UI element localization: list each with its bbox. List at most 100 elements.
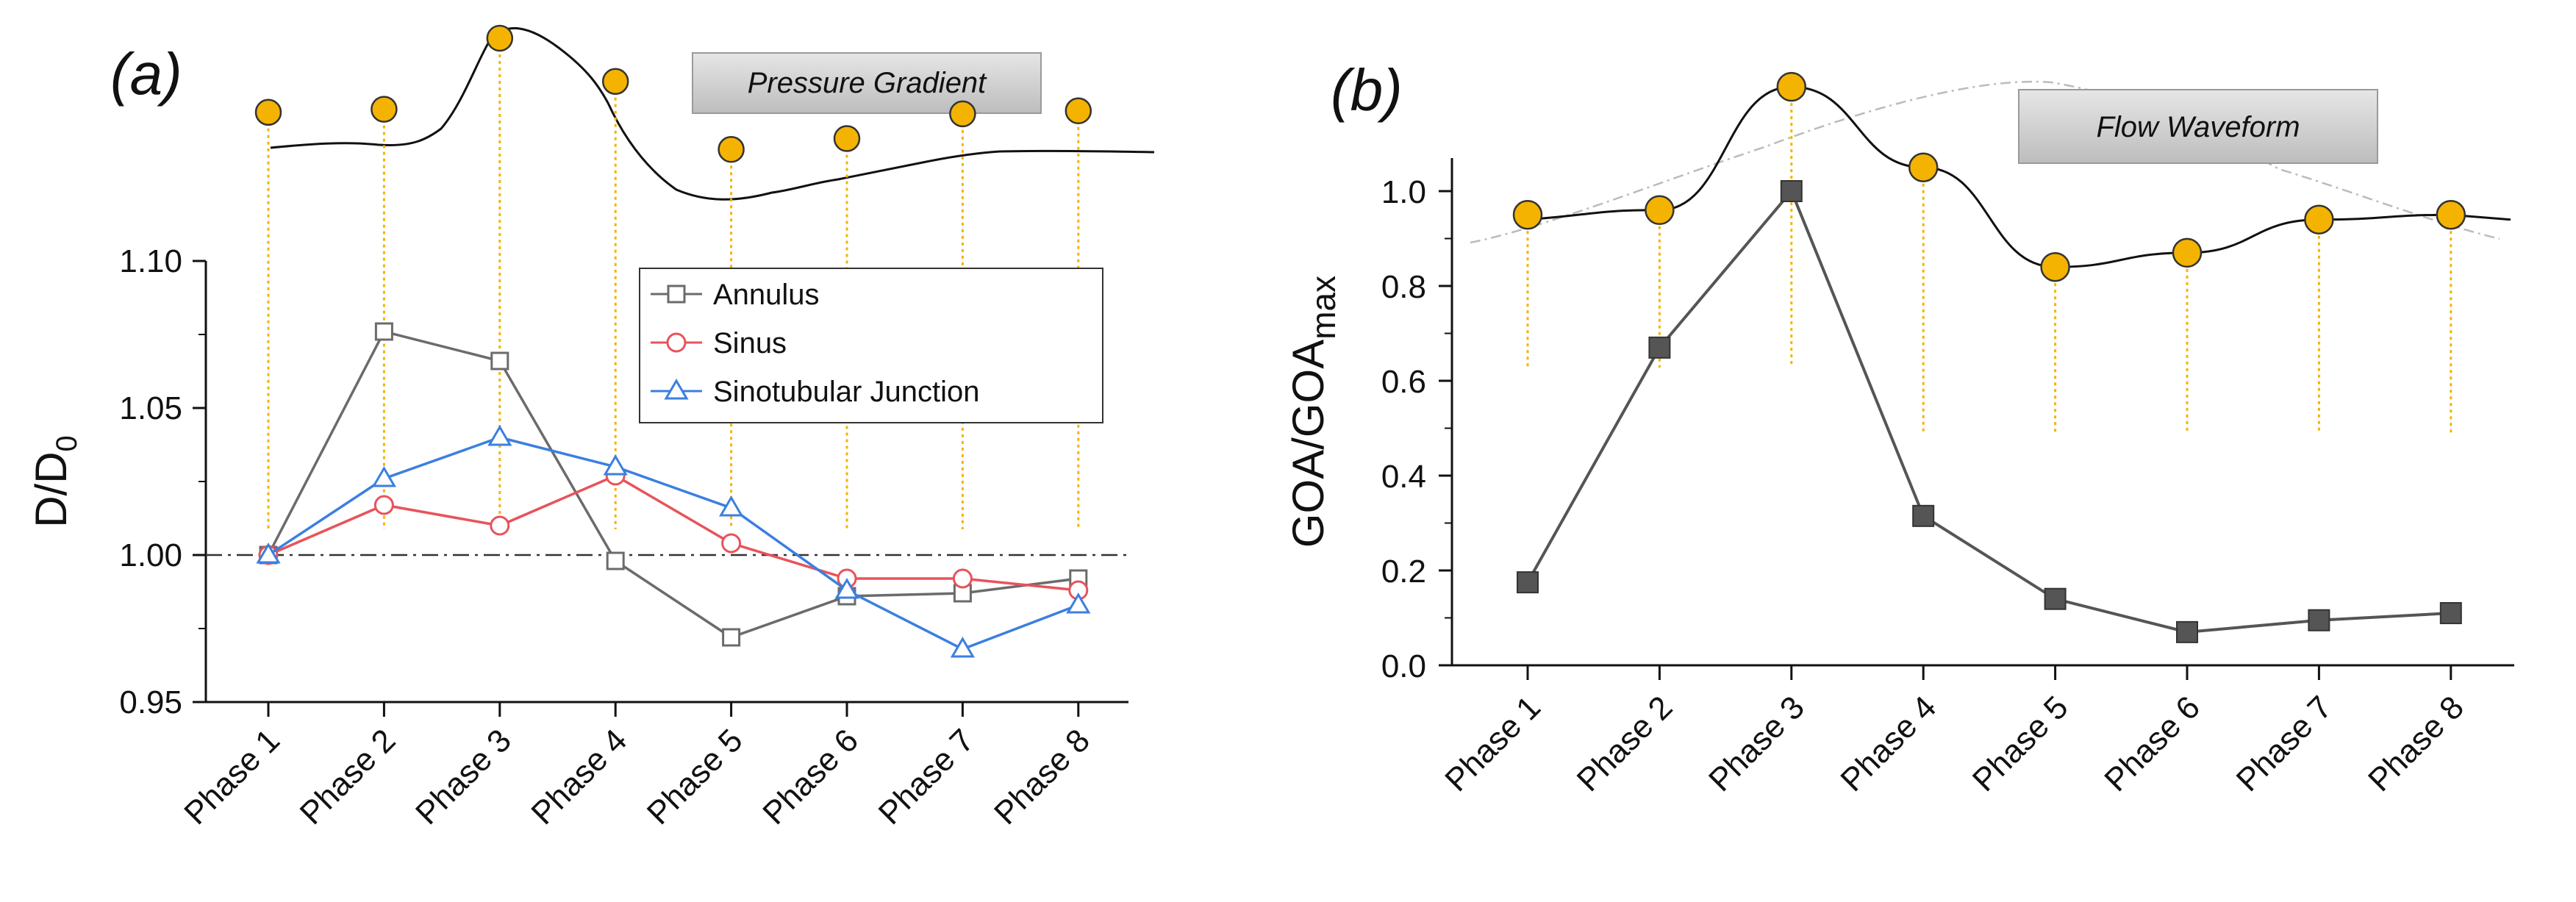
legend-circle-icon xyxy=(666,332,687,353)
y-tick-label: 0.2 xyxy=(1381,554,1426,590)
x-tick-label: Phase 7 xyxy=(872,722,981,831)
x-tick-label: Phase 1 xyxy=(177,722,287,831)
panel-b: (b) Flow Waveform 0.0 0.2 0.4 0.6 0.8 1.0 Pha… xyxy=(1284,57,2514,798)
y-tick-label: 0.6 xyxy=(1381,364,1426,400)
x-tick-label: Phase 3 xyxy=(1702,689,1811,798)
series-line xyxy=(1526,188,2451,634)
data-point xyxy=(603,454,628,476)
panel-b-waveform-markers xyxy=(1512,71,2466,434)
panel-a-x-ticks: Phase 1 Phase 2 Phase 3 Phase 4 Phase 5 Phase… xyxy=(177,702,1097,831)
panel-a-label: (a) xyxy=(110,41,182,107)
x-tick-label: Phase 6 xyxy=(2097,689,2207,798)
waveform-marker xyxy=(254,99,282,126)
data-point xyxy=(373,495,394,515)
panel-a: (a) Pressure Gradient 0.95 1.00 1.05 1.10 P… xyxy=(26,24,1155,831)
data-point xyxy=(490,351,509,371)
panel-b-y-axis-title: GOA/GOAmax xyxy=(1284,276,1342,548)
series-line xyxy=(268,474,1078,592)
panel-b-y-ticks: 0.0 0.2 0.4 0.6 0.8 1.0 xyxy=(1381,174,1452,684)
waveform-marker xyxy=(718,135,745,163)
panel-a-y-ticks: 0.95 1.00 1.05 1.10 xyxy=(119,243,206,720)
waveform-marker xyxy=(2172,237,2203,268)
legend-item-annulus: Annulus xyxy=(651,279,820,311)
waveform-marker xyxy=(601,68,629,96)
legend-label-sinus: Sinus xyxy=(713,327,787,359)
x-tick-label: Phase 2 xyxy=(293,722,403,831)
panel-a-series xyxy=(256,322,1091,658)
data-point xyxy=(950,637,976,658)
waveform-marker xyxy=(2436,200,2466,230)
legend-triangle-icon xyxy=(664,379,689,400)
data-point xyxy=(256,543,281,564)
y-tick-label: 0.95 xyxy=(119,684,182,720)
data-point xyxy=(2044,587,2067,610)
data-point xyxy=(487,425,512,446)
x-tick-label: Phase 5 xyxy=(640,722,750,831)
x-tick-label: Phase 1 xyxy=(1438,689,1548,798)
data-point xyxy=(2176,620,2198,643)
x-tick-label: Phase 4 xyxy=(524,722,634,831)
waveform-marker xyxy=(1645,195,1675,226)
legend-label-annulus: Annulus xyxy=(713,279,820,311)
legend-item-sinus: Sinus xyxy=(651,327,787,359)
panel-a-waveform-title-box: Pressure Gradient xyxy=(692,52,1042,114)
waveform-marker xyxy=(1065,97,1092,124)
panel-a-y-axis-title: D/D0 xyxy=(26,435,83,528)
series-line xyxy=(267,329,1079,639)
y-tick-label: 0.4 xyxy=(1381,459,1426,495)
series-annulus xyxy=(259,322,1088,647)
panel-b-waveform-title: Flow Waveform xyxy=(2096,111,2300,143)
y-tick-label: 1.0 xyxy=(1381,174,1426,210)
series-line xyxy=(268,436,1079,651)
waveform-marker xyxy=(1908,152,1939,182)
waveform-marker xyxy=(949,100,976,128)
data-point xyxy=(374,322,393,341)
y-tick-label: 0.0 xyxy=(1381,648,1426,684)
y-tick-label: 1.00 xyxy=(119,537,182,573)
x-tick-label: Phase 8 xyxy=(987,722,1097,831)
x-tick-label: Phase 3 xyxy=(409,722,518,831)
panel-b-waveform-title-box: Flow Waveform xyxy=(2018,89,2378,164)
waveform-marker xyxy=(833,125,861,152)
y-tick-label: 1.10 xyxy=(119,243,182,279)
x-tick-label: Phase 2 xyxy=(1570,689,1680,798)
x-tick-label: Phase 4 xyxy=(1833,689,1943,798)
y-tick-label: 0.8 xyxy=(1381,269,1426,305)
data-point xyxy=(371,466,397,487)
waveform-marker xyxy=(486,24,514,52)
data-point xyxy=(2308,609,2330,631)
waveform-marker xyxy=(2040,251,2070,282)
panel-b-waveform-curve xyxy=(1527,85,2511,268)
data-point xyxy=(721,533,742,554)
panel-a-legend: Annulus Sinus Sinotubular Junction xyxy=(639,268,1103,423)
x-tick-label: Phase 8 xyxy=(2361,689,2471,798)
data-point xyxy=(2439,602,2462,625)
data-point xyxy=(1066,593,1091,614)
data-point xyxy=(834,578,859,599)
data-point xyxy=(952,568,973,589)
x-tick-label: Phase 7 xyxy=(2230,689,2339,798)
waveform-marker xyxy=(1776,71,1807,102)
series-sinotubular-junction xyxy=(256,425,1091,658)
data-point xyxy=(1780,180,1803,202)
panel-a-waveform-title: Pressure Gradient xyxy=(748,67,987,99)
data-point xyxy=(1912,504,1935,527)
panel-b-series xyxy=(1517,180,2462,643)
legend-label-stj: Sinotubular Junction xyxy=(713,376,979,408)
waveform-marker xyxy=(371,96,398,123)
panel-b-label: (b) xyxy=(1331,57,1403,123)
panel-a-waveform-curve xyxy=(270,27,1155,201)
panel-b-x-ticks: Phase 1 Phase 2 Phase 3 Phase 4 Phase 5 Phase… xyxy=(1438,665,2471,798)
waveform-marker xyxy=(1512,200,1543,230)
waveform-marker xyxy=(2304,204,2334,235)
data-point xyxy=(1648,336,1671,359)
series-goa xyxy=(1517,180,2462,643)
data-point xyxy=(1517,571,1539,594)
x-tick-label: Phase 5 xyxy=(1966,689,2075,798)
y-tick-label: 1.05 xyxy=(119,390,182,426)
data-point xyxy=(722,628,741,647)
panel-b-background-wave xyxy=(1470,80,2500,244)
data-point xyxy=(490,515,510,536)
